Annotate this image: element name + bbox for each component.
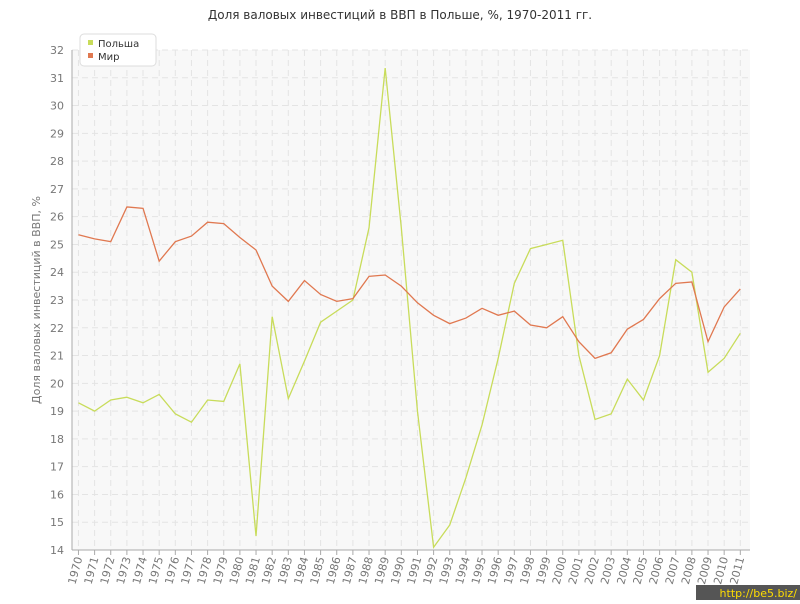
y-tick-label: 16 bbox=[50, 488, 64, 501]
y-tick-label: 29 bbox=[50, 127, 64, 140]
line-series bbox=[78, 206, 741, 360]
y-tick-label: 31 bbox=[50, 72, 64, 85]
y-tick-label: 28 bbox=[50, 155, 64, 168]
y-tick-label: 18 bbox=[50, 433, 64, 446]
line-series bbox=[78, 67, 741, 549]
y-tick-label: 21 bbox=[50, 350, 64, 363]
y-tick-label: 25 bbox=[50, 238, 64, 251]
legend-label: Польша bbox=[98, 39, 139, 50]
y-tick-label: 26 bbox=[50, 211, 64, 224]
y-tick-label: 14 bbox=[50, 544, 64, 557]
y-tick-label: 17 bbox=[50, 461, 64, 474]
y-tick-label: 32 bbox=[50, 44, 64, 57]
y-tick-label: 27 bbox=[50, 183, 64, 196]
watermark-bg bbox=[696, 585, 800, 600]
y-tick-label: 23 bbox=[50, 294, 64, 307]
legend-label: Мир bbox=[98, 52, 119, 63]
y-tick-label: 19 bbox=[50, 405, 64, 418]
y-tick-label: 24 bbox=[50, 266, 64, 279]
watermark: http://be5.biz/ bbox=[720, 587, 798, 600]
legend-swatch bbox=[88, 40, 93, 45]
legend-swatch bbox=[88, 53, 93, 58]
chart-title: Доля валовых инвестиций в ВВП в Польше, … bbox=[208, 8, 592, 22]
y-tick-label: 15 bbox=[50, 516, 64, 529]
y-tick-label: 30 bbox=[50, 100, 64, 113]
y-tick-label: 20 bbox=[50, 377, 64, 390]
y-tick-label: 22 bbox=[50, 322, 64, 335]
y-axis-title: Доля валовых инвестиций в ВВП, % bbox=[30, 196, 43, 404]
legend-box bbox=[79, 33, 157, 67]
